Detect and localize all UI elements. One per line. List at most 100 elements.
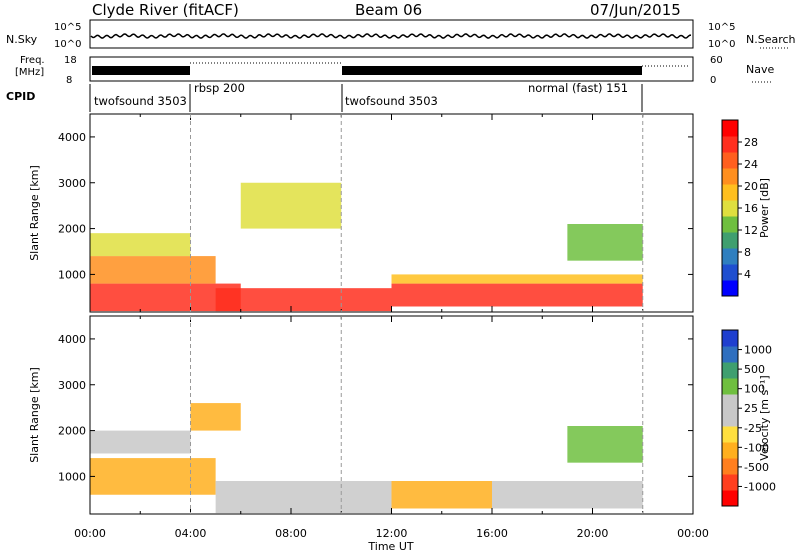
velocity-region-4: [492, 481, 643, 509]
power-region-7: [240, 182, 342, 229]
power-colorbar-swatch-6: [722, 184, 738, 201]
power-colorbar-swatch-8: [722, 152, 738, 169]
power-colorbar-swatch-1: [722, 264, 738, 281]
x-tick-label: 12:00: [376, 527, 408, 540]
velocity-region-2: [215, 481, 392, 514]
y-tick-label: 1000: [58, 470, 86, 483]
noise-right-tick-low: 10^0: [708, 39, 735, 50]
power-colorbar-tick: 8: [744, 246, 751, 259]
power-region-3: [215, 288, 392, 312]
y-tick-label: 2000: [58, 223, 86, 236]
velocity-colorbar-swatch-7: [722, 378, 738, 395]
y-tick-label: 1000: [58, 268, 86, 281]
date-title: 07/Jun/2015: [590, 1, 681, 19]
velocity-colorbar-tick: -100: [744, 441, 769, 454]
velocity-region-5: [567, 426, 643, 463]
noise-left-tick-low: 10^0: [54, 39, 81, 50]
velocity-colorbar-swatch-8: [722, 362, 738, 379]
freq-right-tick-low: 0: [710, 75, 716, 86]
velocity-colorbar-swatch-9: [722, 346, 738, 363]
power-colorbar-swatch-9: [722, 136, 738, 153]
velocity-colorbar-tick: 100: [744, 383, 765, 396]
power-panel: 1000 2000 3000 4000 Slant Range [km]: [28, 113, 694, 313]
cpid-segment-4: normal (fast) 151: [528, 81, 628, 95]
beam-title: Beam 06: [355, 1, 422, 19]
power-region-2: [90, 233, 191, 257]
power-heatmap: [90, 182, 643, 312]
velocity-colorbar-swatch-1: [722, 474, 738, 491]
x-tick-label: 00:00: [74, 527, 106, 540]
power-y-axis: 1000 2000 3000 4000: [58, 131, 693, 281]
power-colorbar: 28 24 20 16 12 8 4 Power [dB]: [721, 119, 771, 297]
power-colorbar-swatch-4: [722, 216, 738, 233]
noise-left-tick-high: 10^5: [54, 22, 81, 33]
velocity-colorbar-tick: -25: [744, 422, 762, 435]
y-tick-label: 3000: [58, 379, 86, 392]
freq-unit-label: [MHz]: [15, 67, 44, 78]
velocity-colorbar-label: Velocity [m s⁻¹]: [758, 375, 771, 460]
noise-sky-label: N.Sky: [6, 33, 38, 46]
freq-right-tick-high: 60: [710, 55, 723, 66]
power-colorbar-label: Power [dB]: [758, 178, 771, 238]
velocity-panel: 1000 2000 3000 4000 Slant Range [km]: [28, 315, 694, 515]
velocity-region-6: [190, 403, 241, 431]
power-mode-lines: [190, 114, 644, 312]
velocity-colorbar-swatch-2: [722, 458, 738, 475]
power-colorbar-swatch-0: [722, 280, 738, 297]
cpid-panel: CPID twofsound 3503 rbsp 200 twofsound 3…: [6, 81, 643, 112]
x-tick-label: 04:00: [175, 527, 207, 540]
velocity-colorbar-tick: 25: [744, 402, 758, 415]
velocity-colorbar-swatch-4: [722, 426, 738, 443]
x-tick-label: 08:00: [275, 527, 307, 540]
cpid-segment-2: rbsp 200: [194, 81, 245, 95]
noise-right-tick-high: 10^5: [708, 22, 735, 33]
velocity-colorbar-tick: -1000: [744, 480, 776, 493]
velocity-colorbar-tick: 1000: [744, 344, 772, 357]
freq-label: Freq.: [20, 55, 45, 66]
power-colorbar-swatch-7: [722, 168, 738, 185]
freq-left-tick-high: 18: [64, 55, 77, 66]
power-region-6: [567, 224, 643, 261]
noise-search-label: N.Search: [746, 33, 796, 46]
cpid-label: CPID: [6, 90, 35, 103]
velocity-colorbar-swatch-5: [722, 410, 738, 427]
velocity-colorbar: 1000 500 100 25 -25 -100 -500 -1000 Velocity [m…: [721, 329, 776, 507]
velocity-region-1: [90, 458, 216, 495]
velocity-y-label: Slant Range [km]: [28, 367, 41, 463]
x-tick-label: 00:00: [677, 527, 709, 540]
power-colorbar-swatch-10: [722, 120, 738, 137]
power-colorbar-swatch-2: [722, 248, 738, 265]
velocity-colorbar-tick: -500: [744, 461, 769, 474]
cpid-segment-3: twofsound 3503: [345, 94, 438, 108]
power-region-5: [391, 274, 643, 284]
velocity-colorbar-swatch-10: [722, 330, 738, 347]
power-colorbar-tick: 12: [744, 224, 758, 237]
power-colorbar-tick: 24: [744, 158, 758, 171]
velocity-mode-lines: [190, 316, 644, 514]
velocity-colorbar-tick: 500: [744, 363, 765, 376]
power-colorbar-tick: 20: [744, 180, 758, 193]
power-colorbar-tick: 16: [744, 202, 758, 215]
power-y-label: Slant Range [km]: [28, 165, 41, 261]
y-tick-label: 2000: [58, 425, 86, 438]
y-tick-label: 4000: [58, 333, 86, 346]
power-region-1: [90, 256, 216, 284]
x-axis-tick-labels: 00:00 04:00 08:00 12:00 16:00 20:00 00:00: [74, 527, 709, 540]
station-title: Clyde River (fitACF): [92, 1, 239, 19]
x-tick-label: 16:00: [476, 527, 508, 540]
freq-panel: Freq. [MHz] 18 8 60 0 Nave: [15, 55, 774, 86]
x-axis-label: Time UT: [367, 540, 413, 553]
velocity-colorbar-swatch-0: [722, 490, 738, 507]
velocity-region-3: [391, 481, 492, 509]
power-colorbar-tick: 4: [744, 268, 751, 281]
power-region-4: [391, 283, 643, 307]
velocity-region-0: [90, 430, 191, 454]
noise-sky-trace: [90, 33, 692, 39]
y-tick-label: 3000: [58, 177, 86, 190]
x-tick-label: 20:00: [577, 527, 609, 540]
velocity-heatmap: [90, 403, 643, 514]
cpid-segment-1: twofsound 3503: [94, 94, 187, 108]
nave-label: Nave: [746, 63, 774, 76]
velocity-colorbar-swatch-3: [722, 442, 738, 459]
power-colorbar-swatch-5: [722, 200, 738, 217]
